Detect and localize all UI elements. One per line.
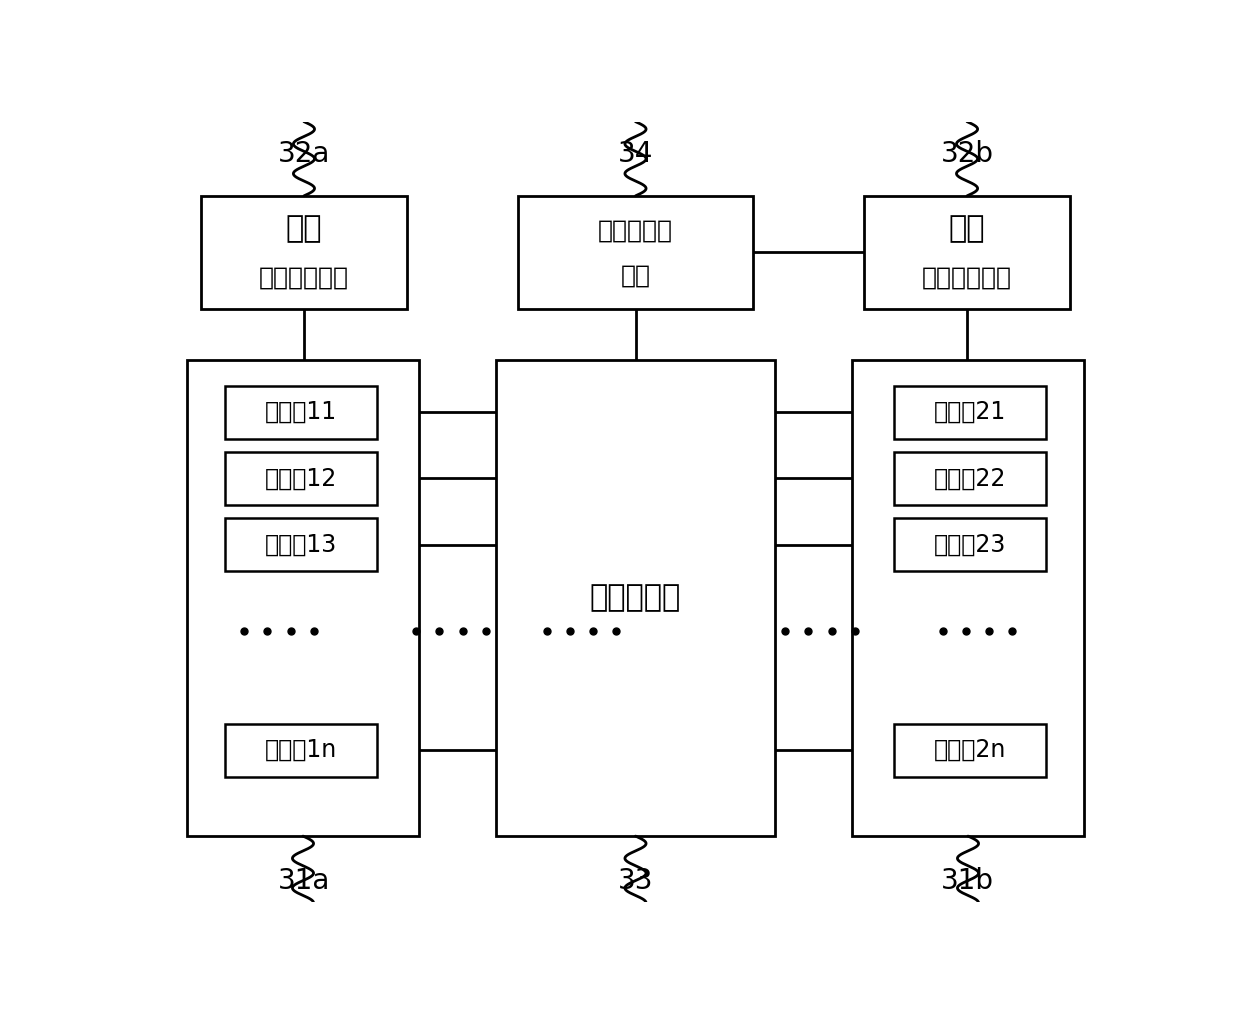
Bar [226,385,377,439]
Text: 耦合器模块: 耦合器模块 [590,583,681,612]
Text: 32b: 32b [941,141,993,168]
Bar [496,360,775,837]
Bar [894,452,1045,505]
Bar [226,452,377,505]
Bar [187,360,419,837]
Text: 移相控制模块: 移相控制模块 [923,266,1012,289]
Text: 移相器21: 移相器21 [934,401,1006,424]
Text: 移相器23: 移相器23 [934,533,1006,557]
Text: 移相器12: 移相器12 [265,466,337,491]
Text: 移相器2n: 移相器2n [934,738,1006,763]
Text: 模块: 模块 [620,264,651,288]
Text: 第一: 第一 [285,215,322,243]
Bar [894,385,1045,439]
Bar [852,360,1084,837]
Text: 32a: 32a [278,141,330,168]
Bar [518,196,753,309]
Bar [226,724,377,777]
Text: 33: 33 [618,867,653,894]
Text: 移相控制模块: 移相控制模块 [259,266,348,289]
Bar [894,518,1045,572]
Text: 移相器1n: 移相器1n [265,738,337,763]
Text: 移相器22: 移相器22 [934,466,1006,491]
Text: 移相器11: 移相器11 [265,401,337,424]
Text: 第二: 第二 [949,215,986,243]
Bar [864,196,1070,309]
Bar [894,724,1045,777]
Bar [201,196,407,309]
Text: 31a: 31a [278,867,330,894]
Text: 相位差检测: 相位差检测 [598,219,673,242]
Text: 31b: 31b [941,867,993,894]
Text: 移相器13: 移相器13 [265,533,337,557]
Text: 34: 34 [618,141,653,168]
Bar [226,518,377,572]
